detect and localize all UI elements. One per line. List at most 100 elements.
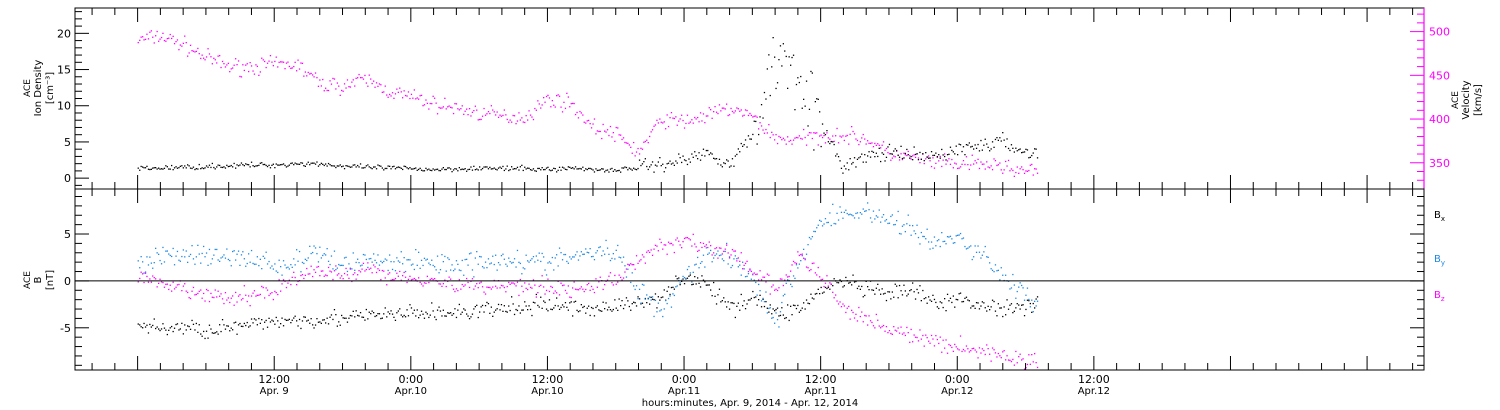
density-point [836,153,838,155]
bz-point [657,250,659,252]
by-point [897,210,899,213]
bz-point [758,279,760,281]
density-point [336,165,338,167]
velocity-point [588,119,590,122]
velocity-point [515,123,517,125]
by-point [894,223,896,226]
bx-point [445,315,447,317]
density-point [977,143,979,146]
velocity-point [753,115,755,117]
bz-point [625,268,628,270]
velocity-point [457,108,459,110]
bx-point [851,284,853,286]
bx-point [274,323,276,325]
density-point [1015,147,1017,149]
bx-point [743,300,745,302]
density-point [483,166,485,168]
density-point [265,164,267,167]
velocity-point [657,122,659,124]
density-point [246,163,248,166]
by-point [884,220,886,222]
velocity-point [236,64,238,66]
by-point [949,235,952,237]
velocity-point [756,116,758,118]
velocity-point [506,118,508,121]
bx-point [605,302,607,304]
density-point [290,162,292,165]
by-point [663,308,665,310]
by-point [647,298,649,300]
bz-point [894,329,896,331]
bz-point [245,294,247,296]
bz-point [880,327,882,329]
bx-point [986,310,988,312]
bz-point [461,283,463,286]
velocity-point [670,112,673,114]
density-point [259,162,261,164]
by-point [727,263,729,265]
by-point [242,251,244,253]
by-point [640,302,642,304]
bz-point [220,293,222,295]
by-point [602,250,604,252]
velocity-point [393,97,395,99]
bz-point [558,294,561,296]
by-point [1034,300,1036,302]
bx-point [579,310,581,312]
bz-point [792,260,795,263]
by-point [667,297,670,300]
bz-point [926,337,928,339]
bx-point [973,305,975,307]
bx-point [361,316,363,318]
by-point [808,236,811,239]
bx-point [646,302,648,304]
velocity-point [797,137,799,139]
by-point [763,301,766,303]
density-point [535,170,537,172]
bx-point [651,298,654,300]
density-point [223,166,225,168]
velocity-point [698,121,700,123]
by-point [410,264,413,266]
bx-point [320,322,322,324]
density-point [659,157,661,159]
density-point [169,168,171,170]
velocity-point [676,124,678,126]
bx-point [387,311,389,313]
velocity-point [297,59,299,61]
by-point [588,252,590,254]
density-point [346,165,349,167]
bx-point [596,305,598,307]
by-point [171,255,173,258]
density-point [467,168,469,171]
bz-point [378,269,381,271]
by-point [1031,299,1033,301]
velocity-point [362,78,365,80]
bz-point [622,277,625,279]
velocity-point [928,155,930,157]
bx-point [250,318,253,320]
velocity-point [819,135,821,137]
bz-point [903,332,905,334]
bx-point [448,312,450,314]
by-point [804,258,806,260]
bx-point [298,318,301,321]
by-point [1032,311,1034,313]
bx-point [599,310,601,312]
density-point [805,80,808,82]
by-point [733,258,735,260]
bz-point [807,267,809,269]
x-tick-time-label: 0:00 [945,373,970,386]
bz-point [268,294,270,297]
bz-point [800,253,802,256]
density-point [819,111,821,113]
by-point [296,249,298,251]
density-point [888,143,891,146]
velocity-point [852,130,854,133]
density-point [327,162,330,165]
bx-point [499,309,501,311]
bz-point [342,278,344,280]
bz-point [853,317,856,319]
by-point [805,253,808,255]
density-point [545,167,548,169]
